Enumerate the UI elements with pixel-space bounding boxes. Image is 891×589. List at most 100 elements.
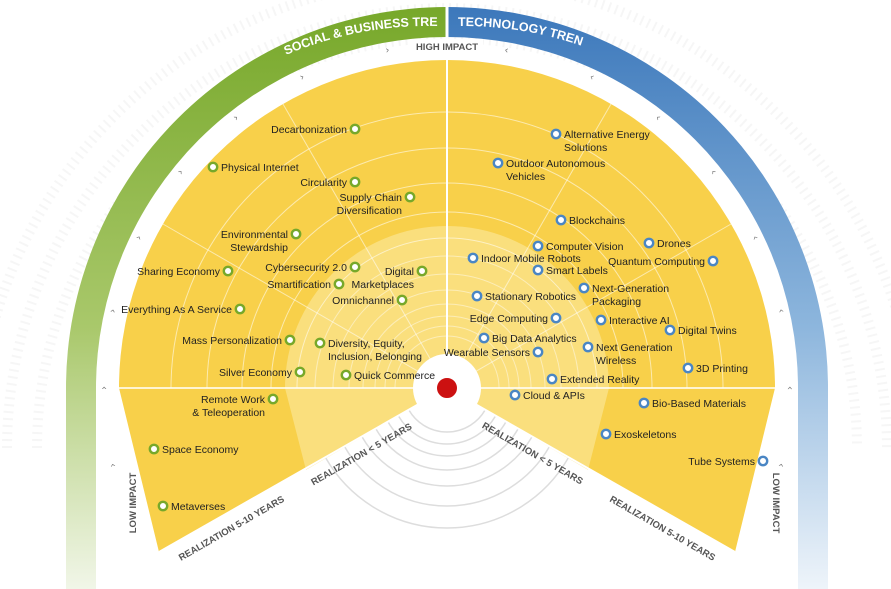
trend-marker-icon: [555, 214, 567, 226]
chevron-icon: ›: [385, 45, 391, 57]
trend-label: Omnichannel: [332, 295, 394, 307]
trend-label: Digital Marketplaces: [352, 266, 414, 291]
tech-trend-indoor-mobile-robots: Indoor Mobile Robots: [467, 252, 581, 265]
tech-trend-exoskeletons: Exoskeletons: [600, 428, 676, 441]
chevron-icon: ‹: [749, 234, 761, 242]
chevron-icon: ‹: [588, 72, 596, 84]
tech-trend-bio-based-materials: Bio-Based Materials: [638, 397, 746, 410]
social-trend-physical-internet: Physical Internet: [207, 161, 299, 174]
chevron-icon: ›: [107, 308, 119, 314]
trend-marker-icon: [234, 303, 246, 315]
trend-marker-icon: [340, 369, 352, 381]
trend-label: Drones: [657, 238, 691, 250]
trend-label: Computer Vision: [546, 241, 624, 253]
lower-rings: [325, 409, 569, 529]
tech-trend-cloud-apis: Cloud & APIs: [509, 389, 585, 402]
trend-marker-icon: [148, 443, 160, 455]
trend-label: Wearable Sensors: [444, 347, 530, 359]
chevron-icon: ›: [99, 386, 110, 390]
chevron-icon: ‹: [784, 386, 795, 390]
trend-marker-icon: [532, 264, 544, 276]
trend-marker-icon: [707, 255, 719, 267]
trend-label: Silver Economy: [219, 367, 293, 379]
social-trends: Decarbonization Physical InternetCircular…: [121, 123, 435, 513]
trend-marker-icon: [550, 128, 562, 140]
trend-marker-icon: [396, 294, 408, 306]
trend-label: Environmental Stewardship: [221, 229, 288, 254]
low-impact-left-label: LOW IMPACT: [128, 473, 139, 534]
trend-label: Alternative Energy Solutions: [564, 129, 651, 154]
chevron-icon: ›: [107, 462, 119, 468]
trend-marker-icon: [664, 324, 676, 336]
social-trend-everything-as-a-service: Everything As A Service: [121, 303, 246, 316]
tech-trend-next-generation-wireless: Next Generation Wireless: [582, 341, 673, 367]
chevron-icon: ›: [175, 167, 186, 177]
chevron-icon: ‹: [708, 167, 719, 177]
trend-label: Extended Reality: [560, 374, 640, 386]
trend-label: 3D Printing: [696, 363, 748, 375]
social-trend-sharing-economy: Sharing Economy: [137, 265, 234, 278]
technology-trends: Alternative Energy Solutions Outdoor Auton…: [444, 128, 769, 468]
tech-trend-computer-vision: Computer Vision: [532, 240, 624, 253]
trend-label: Cloud & APIs: [523, 390, 585, 402]
social-band: [66, 7, 447, 589]
trend-label: Stationary Robotics: [485, 291, 576, 303]
trend-label: Indoor Mobile Robots: [481, 253, 581, 265]
trend-label: Diversity, Equity, Inclusion, Belonging: [328, 338, 422, 363]
tech-trend-extended-reality: Extended Reality: [546, 373, 640, 386]
chevron-ring: › › › › › › › › ‹ ‹ ‹ ‹ ‹ ‹ ‹ ‹: [99, 45, 795, 468]
trend-marker-icon: [290, 228, 302, 240]
chevron-icon: ‹: [504, 45, 510, 57]
chevron-icon: ›: [298, 72, 306, 84]
trend-label: Smart Labels: [546, 265, 608, 277]
trend-marker-icon: [349, 176, 361, 188]
center-dot: [435, 376, 459, 400]
trend-marker-icon: [638, 397, 650, 409]
social-trend-space-economy: Space Economy: [148, 443, 239, 456]
trend-label: Everything As A Service: [121, 304, 232, 316]
social-trend-metaverses: Metaverses: [157, 500, 225, 513]
trend-label: Next Generation Wireless: [596, 342, 673, 367]
trend-marker-icon: [314, 337, 326, 349]
trend-marker-icon: [595, 314, 607, 326]
trend-marker-icon: [643, 237, 655, 249]
technology-band: [447, 7, 828, 589]
trend-label: Blockchains: [569, 215, 625, 227]
trend-label: Digital Twins: [678, 325, 737, 337]
tech-trend-edge-computing: Edge Computing: [470, 312, 562, 325]
trend-marker-icon: [582, 341, 594, 353]
trend-marker-icon: [578, 282, 590, 294]
trend-label: Decarbonization: [271, 124, 347, 136]
trend-marker-icon: [550, 312, 562, 324]
trend-label: Space Economy: [162, 444, 239, 456]
trend-label: Outdoor Autonomous Vehicles: [506, 158, 605, 183]
trend-label: Physical Internet: [221, 162, 299, 174]
trend-label: Exoskeletons: [614, 429, 676, 441]
trend-label: Quick Commerce: [354, 370, 435, 382]
chevron-icon: ‹: [653, 113, 663, 124]
social-trend-decarbonization: Decarbonization: [271, 123, 361, 136]
trend-label: Remote Work & Teleoperation: [192, 394, 266, 419]
tech-trend-smart-labels: Smart Labels: [532, 264, 608, 277]
tech-trend-alternative-energy-solutions: Alternative Energy Solutions: [550, 128, 651, 154]
trend-label: Metaverses: [171, 501, 225, 513]
trend-marker-icon: [416, 265, 428, 277]
tech-trend-wearable-sensors: Wearable Sensors: [444, 346, 544, 359]
tech-trend-quantum-computing: Quantum Computing: [608, 255, 719, 268]
social-trend-mass-personalization: Mass Personalization: [182, 334, 296, 347]
trend-marker-icon: [222, 265, 234, 277]
social-trend-omnichannel: Omnichannel: [332, 294, 408, 307]
trend-marker-icon: [532, 240, 544, 252]
trend-label: Sharing Economy: [137, 266, 221, 278]
chevron-icon: ›: [231, 113, 241, 124]
trend-marker-icon: [404, 191, 416, 203]
tech-trend-stationary-robotics: Stationary Robotics: [471, 290, 576, 303]
trend-marker-icon: [471, 290, 483, 302]
social-trend-supply-chain-diversification: Supply Chain Diversification: [337, 191, 416, 217]
trend-marker-icon: [600, 428, 612, 440]
social-trend-smartification: Smartification: [267, 278, 345, 291]
trend-label: Tube Systems: [688, 456, 755, 468]
tech-trend-drones: Drones: [643, 237, 691, 250]
low-impact-right-label: LOW IMPACT: [770, 473, 781, 534]
